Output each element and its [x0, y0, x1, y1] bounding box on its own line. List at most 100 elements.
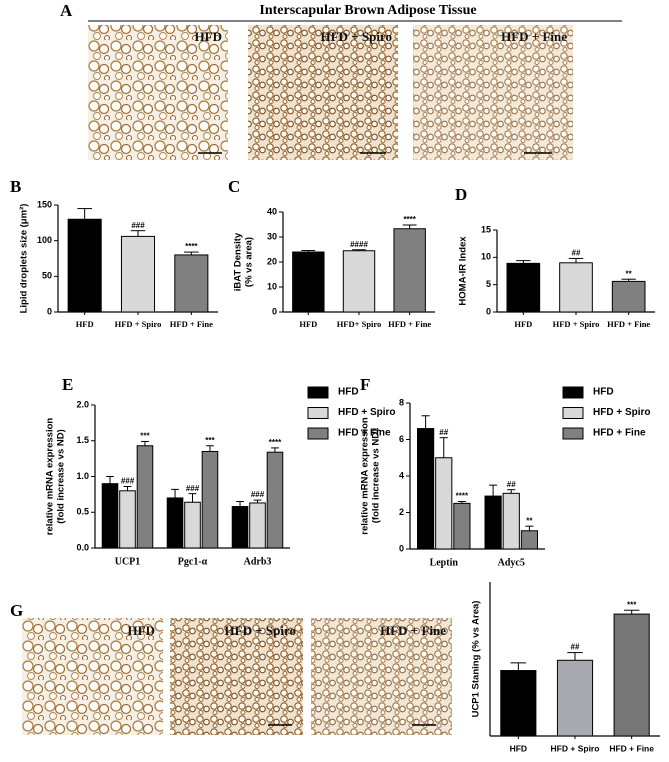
legend-label: HFD + Spiro: [593, 407, 651, 418]
bar: [201, 450, 219, 549]
significance: ***: [627, 600, 637, 609]
x-tick-label: Leptin: [430, 557, 459, 568]
x-tick-label: HFD: [510, 743, 527, 753]
bar: [435, 457, 453, 550]
bar: [556, 659, 594, 737]
x-tick-label: HFD + Spiro: [551, 743, 600, 753]
panel-letter: D: [455, 185, 467, 204]
bar: [342, 250, 376, 313]
x-tick-label: HFD + Spiro: [115, 319, 162, 329]
histology-image: [413, 25, 573, 160]
bar: [249, 502, 266, 549]
panel-letter: C: [228, 177, 240, 196]
histology-image: [170, 618, 303, 735]
panel-letter: A: [60, 1, 73, 20]
bar: [67, 218, 102, 313]
significance: ##: [507, 480, 516, 489]
bar: [520, 530, 538, 550]
y-tick-label: 2: [399, 507, 404, 517]
y-tick-label: 10: [267, 281, 277, 291]
y-tick-label: 8: [399, 397, 404, 407]
significance: **: [526, 516, 533, 525]
bar: [174, 254, 209, 313]
panel-letter: G: [10, 601, 23, 620]
significance: ****: [403, 215, 416, 224]
bar: [417, 428, 435, 550]
bar: [231, 506, 249, 549]
legend-swatch: [562, 427, 584, 440]
bar: [611, 280, 646, 313]
y-axis-label: HOMA-IR Index: [458, 236, 469, 306]
y-tick-label: 20: [267, 256, 277, 266]
significance: ##: [572, 249, 581, 258]
panel-letter: F: [360, 375, 370, 394]
bar: [613, 613, 650, 737]
y-tick-label: 0: [399, 543, 404, 553]
x-tick-label: Adrb3: [244, 556, 272, 567]
x-tick-label: HFD: [514, 319, 532, 329]
y-tick-label: 5: [486, 279, 491, 289]
bar: [101, 483, 119, 549]
y-axis-label: Lipid droplets size (μm²): [19, 204, 30, 314]
x-tick-label: HFD + Fine: [607, 319, 650, 329]
significance: ***: [205, 436, 215, 445]
x-tick-label: Adyc5: [498, 557, 525, 568]
bar: [506, 262, 541, 313]
y-axis-label: UCP1 Staning (% vs Area): [471, 601, 482, 718]
bar: [266, 451, 284, 549]
significance: ****: [185, 242, 198, 251]
x-tick-label: HFD + Fine: [388, 319, 431, 329]
significance: ###: [251, 490, 265, 499]
y-tick-label: 50: [42, 271, 52, 281]
significance: ###: [186, 484, 200, 493]
y-tick-label: 1.0: [76, 471, 89, 481]
y-axis-label: relative mRNA expression: [360, 417, 371, 535]
x-tick-label: UCP1: [115, 556, 141, 567]
panel-letter: B: [10, 177, 21, 196]
histology-image: [88, 25, 228, 160]
legend-label: HFD + Fine: [593, 428, 646, 439]
image-label: HFD + Fine: [501, 29, 567, 44]
legend-label: HFD: [593, 387, 614, 398]
significance: ####: [350, 240, 368, 249]
y-tick-label: 4: [399, 470, 404, 480]
y-tick-label: 150: [37, 199, 52, 209]
image-label: HFD: [195, 29, 222, 44]
x-tick-label: HFD + Spiro: [553, 319, 600, 329]
y-axis-label: (fold increase vs ND): [371, 429, 382, 524]
significance: **: [626, 269, 633, 278]
histology-image: [22, 618, 163, 735]
y-tick-label: 0.0: [76, 542, 89, 552]
legend-swatch: [562, 407, 584, 419]
x-tick-label: Pgc1-α: [178, 556, 208, 567]
bar: [292, 251, 325, 313]
significance: ###: [131, 221, 145, 230]
bar: [453, 502, 471, 550]
y-tick-label: 0: [486, 306, 491, 316]
y-tick-label: 1.5: [76, 435, 89, 445]
legend-label: HFD: [338, 387, 359, 398]
bar: [559, 262, 593, 313]
significance: ****: [269, 438, 282, 447]
significance: ##: [571, 643, 580, 652]
legend-swatch: [307, 427, 329, 440]
histology-image: [248, 25, 398, 160]
histology-image: [311, 618, 452, 735]
legend-swatch: [307, 386, 329, 399]
legend-label: HFD + Spiro: [338, 407, 396, 418]
y-tick-label: 0.5: [76, 507, 89, 517]
y-tick-label: 0: [272, 306, 277, 316]
y-tick-label: 100: [37, 235, 52, 245]
x-tick-label: HFD + Fine: [609, 743, 654, 753]
y-tick-label: 2.0: [76, 399, 89, 409]
significance: ###: [121, 477, 135, 486]
y-tick-label: 0: [47, 306, 52, 316]
y-axis-label: (fold increase vs ND): [56, 429, 67, 524]
significance: ****: [456, 492, 469, 501]
significance: ***: [140, 432, 150, 441]
bar: [184, 501, 201, 549]
image-label: HFD + Spiro: [321, 29, 392, 44]
bar: [393, 228, 426, 313]
bar: [119, 490, 136, 549]
image-label: HFD + Fine: [380, 623, 446, 638]
